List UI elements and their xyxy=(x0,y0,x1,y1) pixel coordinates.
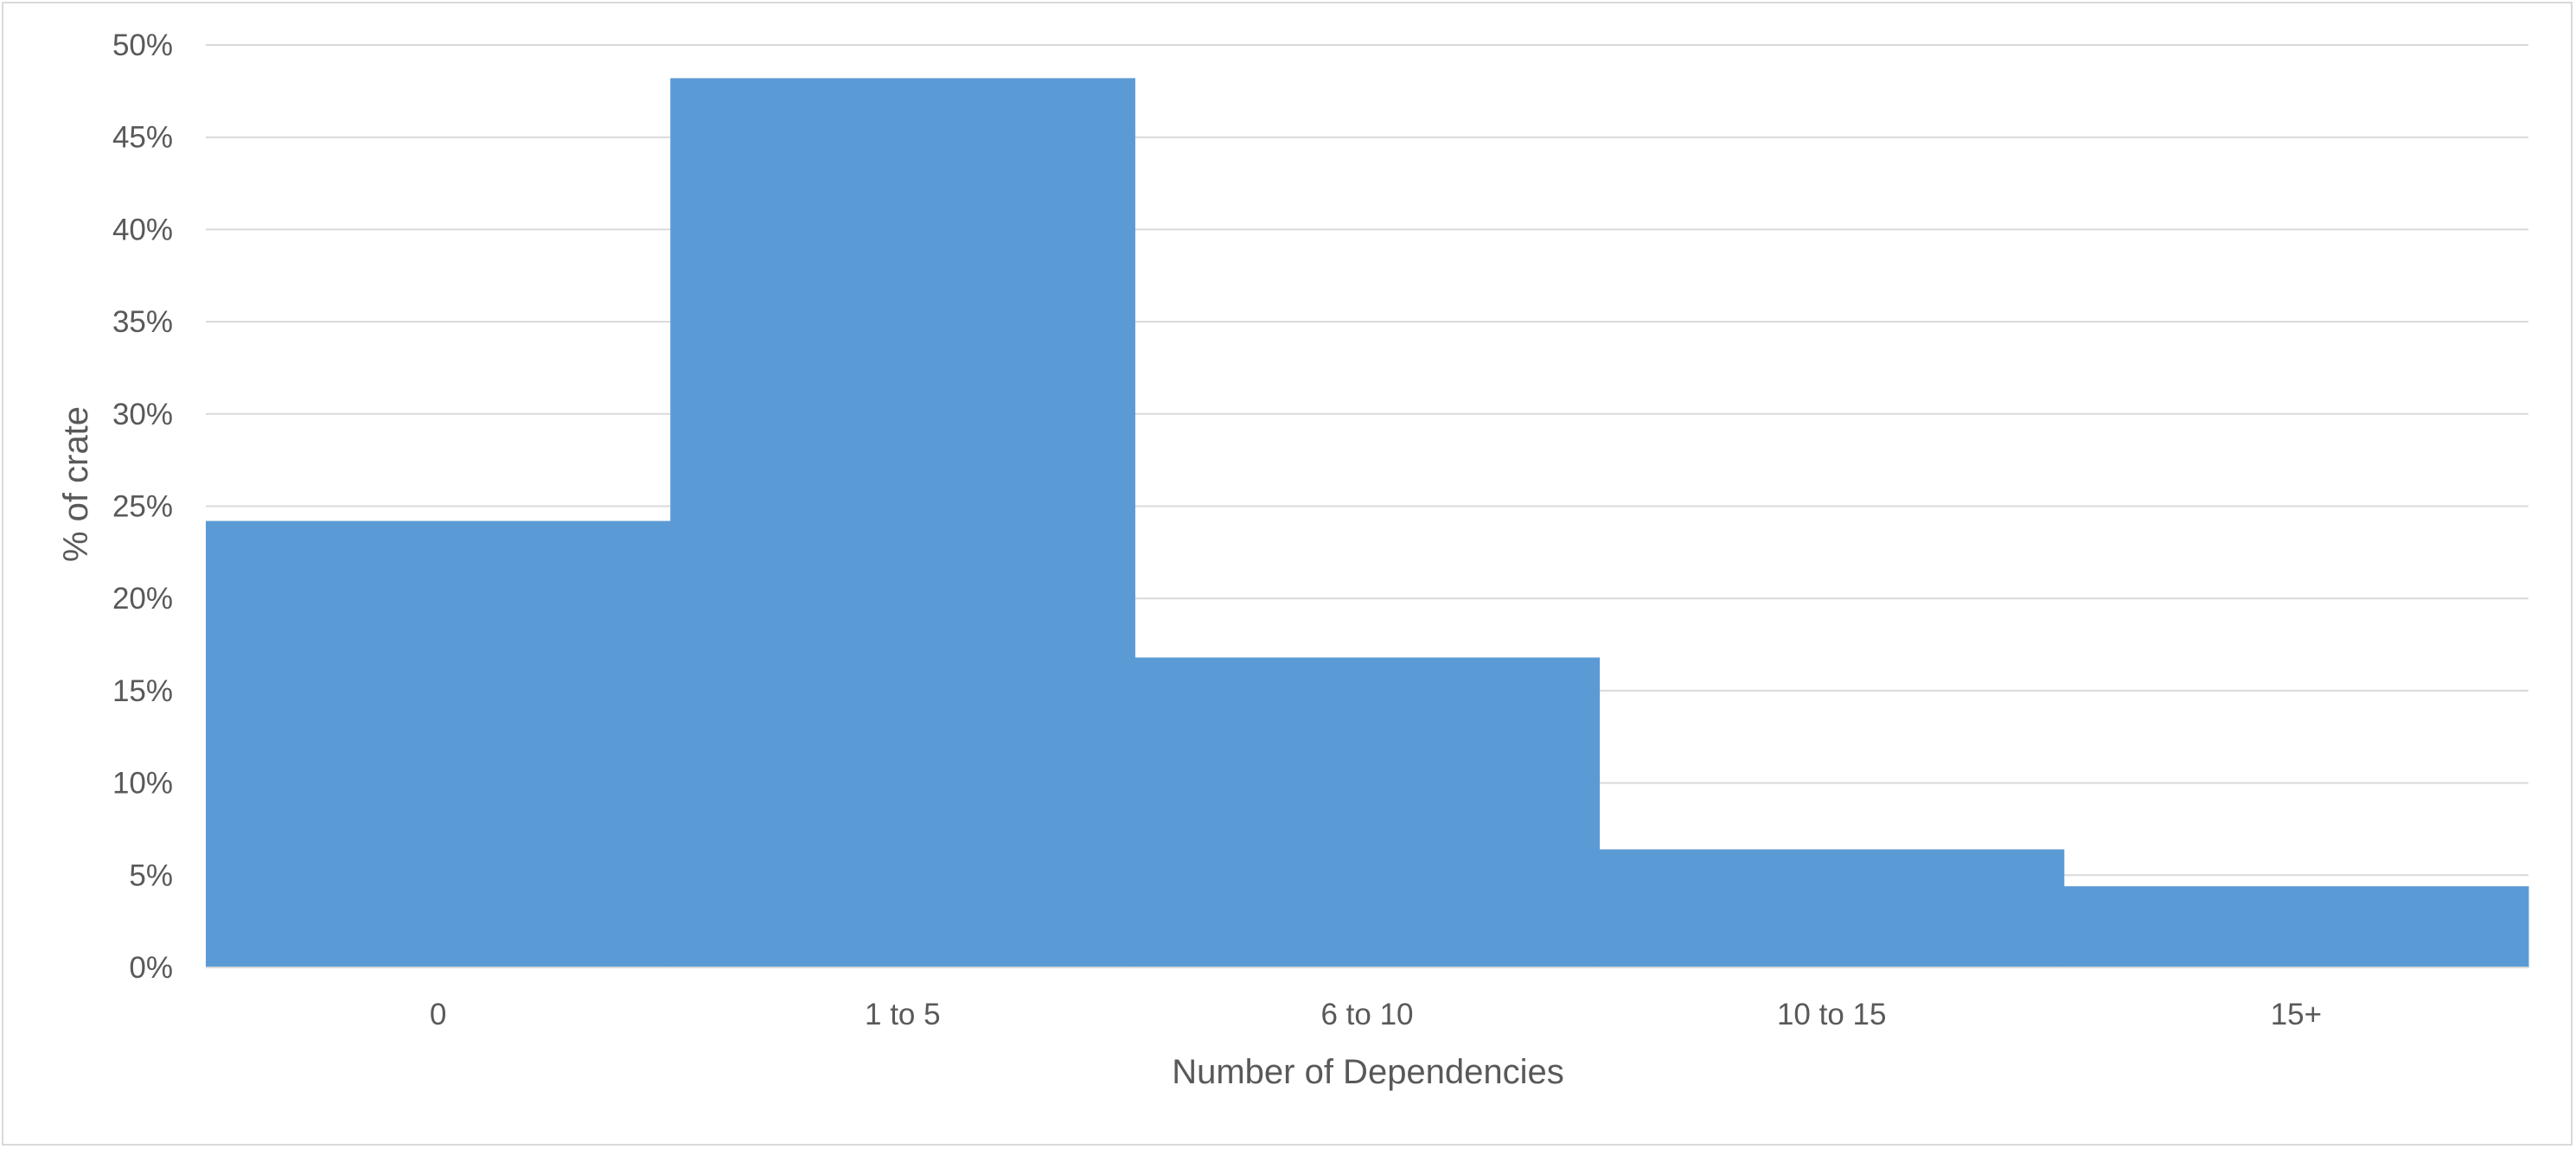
bar xyxy=(2063,886,2529,967)
bar xyxy=(1135,657,1601,967)
bar xyxy=(206,520,671,967)
x-tick-label: 0 xyxy=(430,998,446,1031)
bars xyxy=(206,78,2529,968)
y-tick-label: 30% xyxy=(112,398,173,431)
y-tick-label: 35% xyxy=(112,305,173,339)
x-tick-label: 1 to 5 xyxy=(865,998,941,1031)
x-tick-label: 15+ xyxy=(2271,998,2322,1031)
y-tick-label: 5% xyxy=(129,859,173,892)
bar xyxy=(670,78,1135,968)
y-axis-ticks: 0% 5% 10% 15% 20% 25% 30% 35% 40% 45% 50% xyxy=(112,29,173,985)
bar xyxy=(1599,849,2065,967)
y-tick-label: 20% xyxy=(112,582,173,616)
y-tick-label: 25% xyxy=(112,490,173,524)
y-tick-label: 10% xyxy=(112,767,173,801)
x-axis-ticks: 0 1 to 5 6 to 10 10 to 15 15+ xyxy=(430,998,2322,1031)
y-tick-label: 50% xyxy=(112,29,173,62)
x-axis-title: Number of Dependencies xyxy=(1172,1053,1564,1091)
y-tick-label: 40% xyxy=(112,213,173,246)
y-axis-title: % of crate xyxy=(57,406,95,562)
y-tick-label: 45% xyxy=(112,121,173,155)
y-tick-label: 15% xyxy=(112,674,173,708)
x-tick-label: 6 to 10 xyxy=(1320,998,1413,1031)
x-tick-label: 10 to 15 xyxy=(1777,998,1887,1031)
y-tick-label: 0% xyxy=(129,951,173,985)
